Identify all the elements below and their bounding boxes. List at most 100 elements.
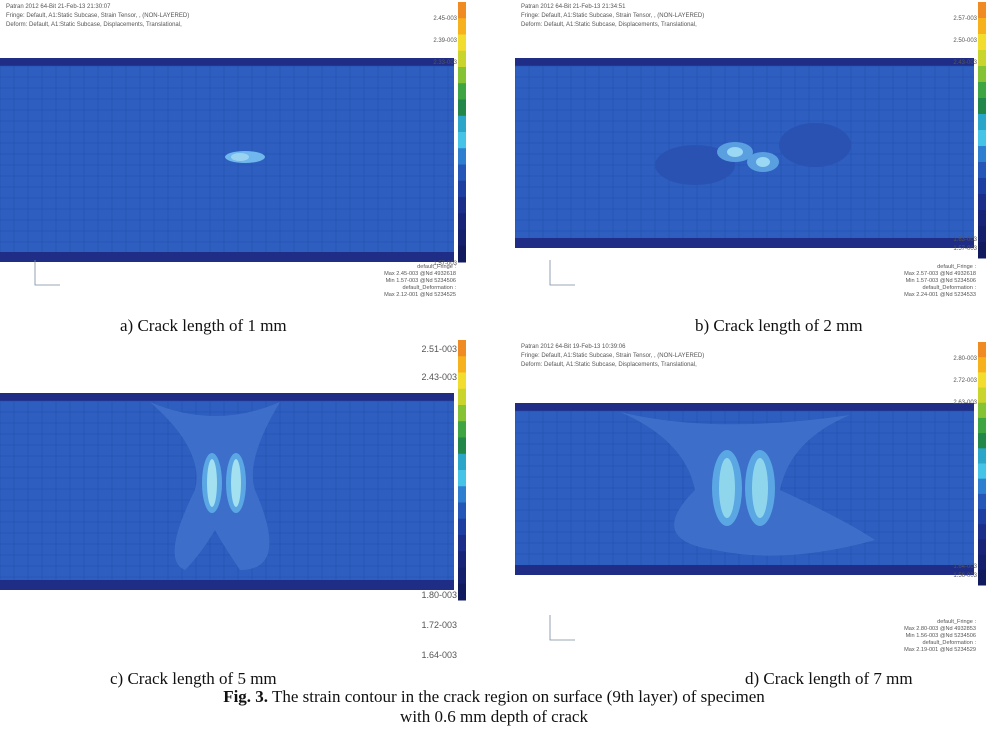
legend-label: 2.50-003 bbox=[953, 38, 977, 44]
legend-label: 1.64-003 bbox=[421, 650, 457, 660]
axis-triad bbox=[549, 615, 575, 641]
legend-swatch bbox=[978, 478, 986, 495]
legend-swatch bbox=[458, 180, 466, 198]
legend-swatch bbox=[458, 2, 466, 19]
legend-swatch bbox=[458, 567, 466, 585]
info-line: default_Fringe : bbox=[937, 619, 976, 625]
figure-label: Fig. 3. bbox=[223, 687, 269, 706]
legend-swatch bbox=[458, 453, 466, 471]
contour bbox=[779, 123, 851, 167]
legend-swatch bbox=[458, 437, 466, 455]
header-line: Patran 2012 64-Bit 21-Feb-13 21:30:07 bbox=[6, 4, 111, 10]
legend-swatch bbox=[978, 242, 986, 259]
legend-swatch bbox=[978, 226, 986, 243]
legend-swatch bbox=[458, 115, 466, 133]
header-line: Patran 2012 64-Bit 19-Feb-13 10:39:06 bbox=[521, 344, 626, 350]
legend-label: 1.57-003 bbox=[953, 246, 977, 252]
panel-caption: b) Crack length of 2 mm bbox=[695, 316, 863, 335]
legend-swatch bbox=[458, 148, 466, 165]
header-line: Patran 2012 64-Bit 21-Feb-13 21:34:51 bbox=[521, 4, 626, 10]
contour bbox=[655, 145, 735, 185]
legend-swatch bbox=[978, 463, 986, 480]
info-line: Max 2.24-001 @Nd 5234533 bbox=[904, 292, 976, 298]
info-line: default_Deformation : bbox=[923, 640, 977, 646]
panel-caption: c) Crack length of 5 mm bbox=[110, 669, 277, 688]
legend-swatch bbox=[978, 18, 986, 35]
contour bbox=[727, 147, 743, 157]
legend-swatch bbox=[458, 405, 466, 422]
legend-swatch bbox=[978, 2, 986, 19]
legend-swatch bbox=[458, 356, 466, 373]
legend-swatch bbox=[978, 539, 986, 556]
info-line: default_Deformation : bbox=[403, 285, 457, 291]
info-line: Min 1.57-003 @Nd 5234506 bbox=[906, 278, 976, 284]
legend-label: 2.80-003 bbox=[953, 356, 977, 362]
legend-label: 2.51-003 bbox=[421, 344, 457, 354]
legend-swatch bbox=[458, 229, 466, 247]
info-line: Max 2.80-003 @Nd 4932853 bbox=[904, 626, 976, 632]
legend-swatch bbox=[458, 486, 466, 503]
contour bbox=[756, 157, 770, 167]
info-line: Min 1.57-003 @Nd 5234506 bbox=[386, 278, 456, 284]
header-line: Fringe: Default, A1:Static Subcase, Stra… bbox=[521, 13, 704, 19]
figure-panel: 2.51-003 2.43-003 1.80-003 1.72-003 1.64-003 bbox=[0, 340, 466, 660]
info-line: default_Fringe : bbox=[417, 264, 456, 270]
header-line: Deform: Default, A1:Static Subcase, Disp… bbox=[6, 22, 182, 28]
legend-swatch bbox=[978, 554, 986, 571]
contour bbox=[231, 459, 241, 507]
contour bbox=[207, 459, 217, 507]
axis-triad-lines bbox=[34, 260, 60, 286]
legend-label: 2.63-003 bbox=[953, 400, 977, 406]
legend-swatch bbox=[458, 197, 466, 214]
legend-swatch bbox=[458, 132, 466, 149]
legend-swatch bbox=[458, 340, 466, 357]
legend-swatch bbox=[978, 210, 986, 227]
legend-swatch bbox=[458, 583, 466, 601]
panel-caption: d) Crack length of 7 mm bbox=[745, 669, 913, 688]
legend-label: 2.72-003 bbox=[953, 378, 977, 384]
info-line: default_Deformation : bbox=[923, 285, 977, 291]
axis-triad bbox=[549, 260, 575, 286]
legend-swatch bbox=[978, 448, 986, 464]
axis-triad-lines bbox=[549, 615, 575, 641]
legend-swatch bbox=[458, 164, 466, 182]
legend-swatch bbox=[978, 66, 986, 83]
legend-swatch bbox=[978, 509, 986, 525]
legend-swatch bbox=[978, 402, 986, 419]
header-line: Fringe: Default, A1:Static Subcase, Stra… bbox=[6, 13, 189, 19]
contour bbox=[752, 458, 768, 518]
legend-swatch bbox=[978, 569, 986, 586]
legend-swatch bbox=[978, 162, 986, 179]
info-line: Max 2.45-003 @Nd 4932618 bbox=[384, 271, 456, 277]
legend-swatch bbox=[978, 34, 986, 51]
legend-swatch bbox=[458, 470, 466, 487]
legend-label: 1.64-003 bbox=[953, 564, 977, 570]
legend-swatch bbox=[978, 98, 986, 115]
info-line: Max 2.19-001 @Nd 5234529 bbox=[904, 647, 976, 653]
legend-label: 1.56-003 bbox=[953, 573, 977, 579]
legend-label: 2.43-003 bbox=[953, 60, 977, 66]
legend-swatch bbox=[978, 524, 986, 540]
legend-swatch bbox=[458, 551, 466, 568]
legend-swatch bbox=[978, 493, 986, 510]
legend-swatch bbox=[458, 213, 466, 230]
legend-label: 1.72-003 bbox=[421, 620, 457, 630]
mesh bbox=[0, 65, 454, 252]
legend-swatch bbox=[978, 178, 986, 195]
figure-panel: 2.80-003 2.72-003 2.63-003 1.64-003 1.56-003… bbox=[515, 342, 986, 653]
legend-swatch bbox=[458, 372, 466, 390]
legend-swatch bbox=[458, 535, 466, 552]
figure-caption: Fig. 3. The strain contour in the crack … bbox=[0, 687, 988, 727]
legend-label: 2.45-003 bbox=[433, 16, 457, 22]
info-line: Min 1.56-003 @Nd 5234506 bbox=[906, 633, 976, 639]
info-line: Max 2.57-003 @Nd 4932618 bbox=[904, 271, 976, 277]
legend-label: 1.57-003 bbox=[433, 261, 457, 267]
panel-caption: a) Crack length of 1 mm bbox=[120, 316, 287, 335]
info-line: Max 2.12-001 @Nd 5234525 bbox=[384, 292, 456, 298]
axis-triad bbox=[34, 260, 60, 286]
legend-swatch bbox=[978, 114, 986, 131]
legend-swatch bbox=[978, 82, 986, 99]
legend-swatch bbox=[978, 433, 986, 449]
header-line: Deform: Default, A1:Static Subcase, Disp… bbox=[521, 22, 697, 28]
